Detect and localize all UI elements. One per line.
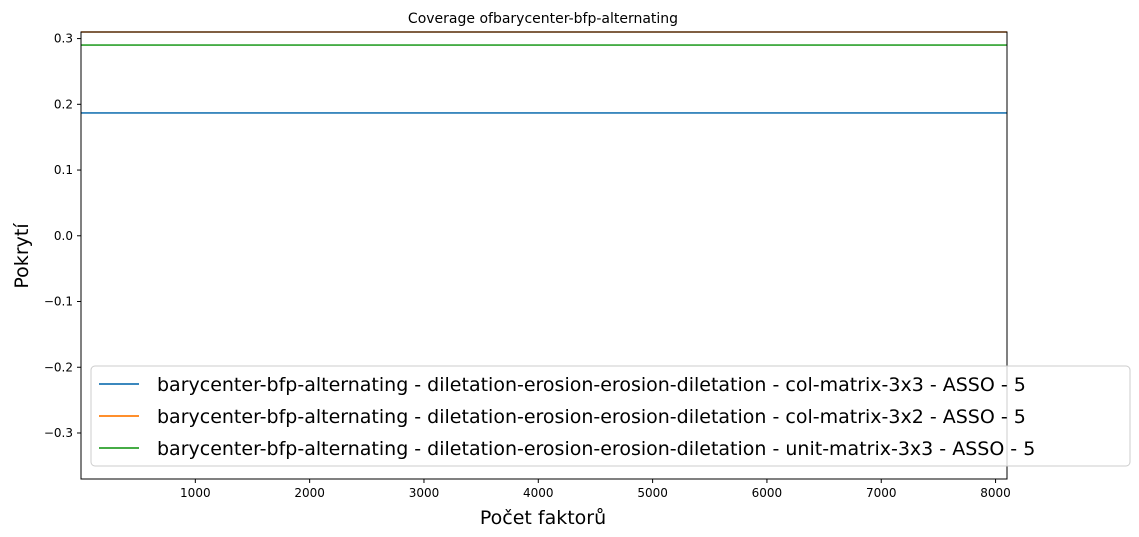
y-tick-label-5: 0.2 — [54, 97, 73, 111]
y-axis-label: Pokrytí — [11, 223, 33, 289]
x-tick-label-6: 7000 — [866, 486, 897, 500]
x-tick-label-3: 4000 — [523, 486, 554, 500]
y-tick-label-6: 0.3 — [54, 32, 73, 46]
legend-box — [90, 365, 1131, 467]
legend-label-1: barycenter-bfp-alternating - diletation-… — [157, 406, 1026, 428]
y-tick-label-1: −0.2 — [44, 360, 73, 374]
x-tick-label-2: 3000 — [409, 486, 440, 500]
x-axis: 1000 2000 3000 4000 5000 6000 7000 8000 — [180, 479, 1011, 500]
x-tick-label-1: 2000 — [294, 486, 325, 500]
y-tick-label-3: 0.0 — [54, 229, 73, 243]
y-tick-label-4: 0.1 — [54, 163, 73, 177]
legend-label-2: barycenter-bfp-alternating - diletation-… — [157, 438, 1035, 460]
x-tick-label-7: 8000 — [980, 486, 1011, 500]
y-axis: −0.3 −0.2 −0.1 0.0 0.1 0.2 0.3 — [44, 32, 81, 440]
series-lines — [81, 31, 1007, 114]
x-tick-label-0: 1000 — [180, 486, 211, 500]
y-tick-label-2: −0.1 — [44, 295, 73, 309]
legend-label-0: barycenter-bfp-alternating - diletation-… — [157, 374, 1026, 396]
chart-title: Coverage ofbarycenter-bfp-alternating — [408, 11, 678, 27]
legend: barycenter-bfp-alternating - diletation-… — [90, 365, 1131, 467]
x-tick-label-4: 5000 — [637, 486, 668, 500]
x-axis-label: Počet faktorů — [480, 507, 606, 529]
x-tick-label-5: 6000 — [752, 486, 783, 500]
y-tick-label-0: −0.3 — [44, 426, 73, 440]
plot-frame — [80, 31, 1008, 480]
